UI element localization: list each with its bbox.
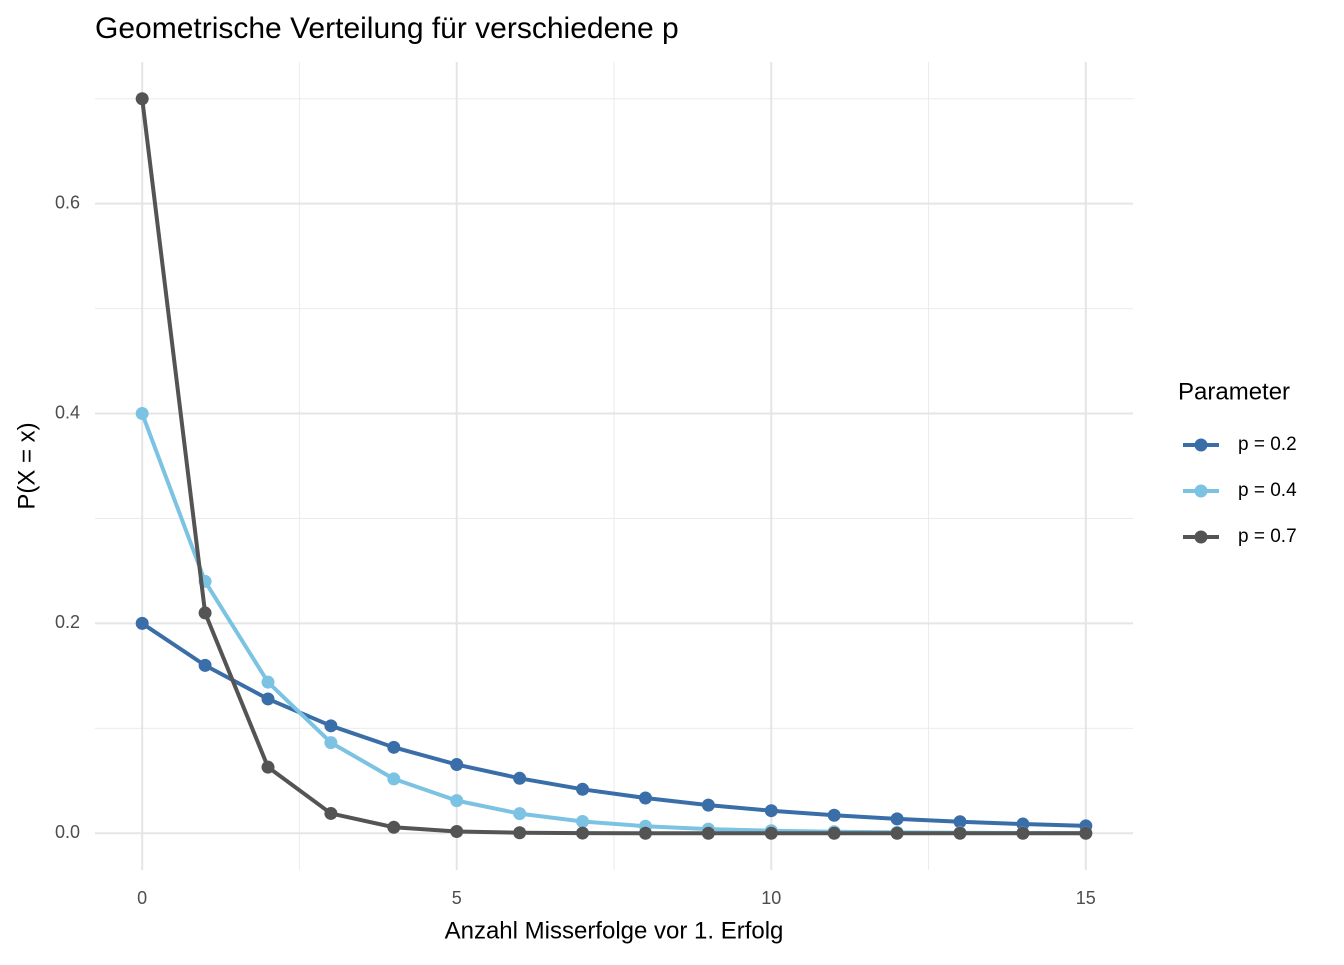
data-point: [387, 772, 401, 786]
data-point: [1016, 817, 1030, 831]
legend-title: Parameter: [1178, 378, 1290, 405]
data-point: [135, 407, 149, 421]
y-tick-label: 0.0: [55, 822, 80, 842]
data-point: [450, 824, 464, 838]
data-point: [450, 794, 464, 808]
data-point: [198, 606, 212, 620]
x-tick-label: 5: [452, 888, 462, 908]
legend-marker: [1194, 438, 1208, 452]
data-point: [638, 826, 652, 840]
y-axis-title: P(X = x): [13, 422, 40, 509]
data-point: [450, 758, 464, 772]
data-point: [890, 826, 904, 840]
data-point: [324, 806, 338, 820]
data-point: [387, 820, 401, 834]
x-axis-title: Anzahl Misserfolge vor 1. Erfolg: [445, 917, 784, 944]
y-tick-label: 0.6: [55, 192, 80, 212]
data-point: [135, 92, 149, 106]
data-point: [261, 692, 275, 706]
x-tick-label: 15: [1076, 888, 1096, 908]
y-tick-label: 0.4: [55, 402, 80, 422]
legend-marker: [1194, 530, 1208, 544]
data-point: [261, 760, 275, 774]
data-point: [135, 616, 149, 630]
legend-label: p = 0.4: [1238, 480, 1297, 501]
data-point: [1016, 826, 1030, 840]
data-point: [198, 658, 212, 672]
chart-title: Geometrische Verteilung für verschiedene…: [95, 12, 679, 45]
data-point: [764, 826, 778, 840]
data-point: [827, 826, 841, 840]
data-point: [261, 675, 275, 689]
x-tick-label: 10: [761, 888, 781, 908]
data-point: [764, 804, 778, 818]
data-point: [1079, 826, 1093, 840]
data-point: [513, 826, 527, 840]
data-point: [576, 826, 590, 840]
data-point: [638, 791, 652, 805]
data-point: [576, 815, 590, 829]
legend-label: p = 0.7: [1238, 526, 1297, 547]
data-point: [576, 782, 590, 796]
data-point: [701, 826, 715, 840]
data-point: [953, 815, 967, 829]
legend-marker: [1194, 484, 1208, 498]
data-point: [953, 826, 967, 840]
legend-label: p = 0.2: [1238, 434, 1297, 455]
x-tick-label: 0: [137, 888, 147, 908]
data-point: [513, 807, 527, 821]
data-point: [324, 736, 338, 750]
data-point: [890, 812, 904, 826]
y-tick-label: 0.2: [55, 612, 80, 632]
data-point: [387, 740, 401, 754]
data-point: [701, 798, 715, 812]
data-point: [513, 771, 527, 785]
data-point: [827, 808, 841, 822]
data-point: [324, 719, 338, 733]
series-line: [140, 98, 1086, 836]
